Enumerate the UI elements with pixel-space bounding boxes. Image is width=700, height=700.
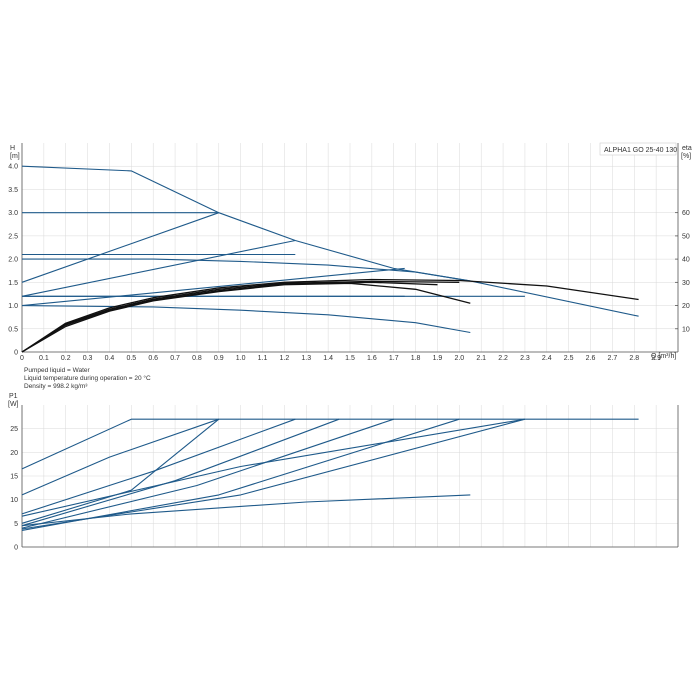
x-tick-label: 1.6 — [367, 355, 377, 362]
y2-tick-label: 50 — [682, 233, 690, 240]
y2-axis-label-eta: eta [%] — [681, 145, 692, 160]
y-tick-label: 0 — [14, 545, 18, 552]
pumped-liquid-info: Pumped liquid = Water Liquid temperature… — [24, 367, 151, 390]
power-chart: 0 5 10 15 20 25 — [10, 405, 679, 552]
efficiency-curve — [21, 280, 460, 353]
ylabel-head-line-2: [m] — [10, 153, 20, 160]
x-tick-label: 2.3 — [520, 355, 530, 362]
x-tick-label: 0.1 — [39, 355, 49, 362]
x-tick-label: 1.8 — [411, 355, 421, 362]
x-tick-label: 2.7 — [608, 355, 618, 362]
x-tick-label: 2.4 — [542, 355, 552, 362]
x-tick-label: 2.9 — [651, 355, 661, 362]
y-tick-label: 10 — [10, 497, 18, 504]
y-tick-label: 1.0 — [8, 303, 18, 310]
x-tick-label: 1.5 — [345, 355, 355, 362]
power-curve — [21, 418, 340, 527]
y2-tick-label: 20 — [682, 303, 690, 310]
ylabel-eta-line-1: eta — [682, 145, 692, 152]
y-tick-label: 2.5 — [8, 233, 18, 240]
power-curve — [21, 418, 220, 524]
efficiency-curve — [21, 281, 438, 353]
power-curve — [21, 418, 219, 496]
x-tick-label: 0.7 — [170, 355, 180, 362]
ylabel-head-line-1: H — [10, 145, 15, 152]
efficiency-curve — [21, 282, 471, 353]
x-tick-label: 0.9 — [214, 355, 224, 362]
power-curve — [21, 418, 525, 517]
x-tick-label: 1.1 — [258, 355, 268, 362]
y2-tick-label: 40 — [682, 257, 690, 264]
x-tick-label: 2.0 — [454, 355, 464, 362]
y-tick-label: 25 — [10, 426, 18, 433]
head-curve — [22, 258, 471, 282]
head-chart: 0 0.1 0.2 0.3 0.4 0.5 0.6 0.7 0.8 0.9 1.0 1.1 1.2 1.3… — [8, 143, 690, 362]
x-axis-label-q: Q [m³/h] — [651, 353, 676, 360]
y-tick-label: 5 — [14, 521, 18, 528]
power-curve — [21, 418, 296, 515]
x-tick-label: 0.4 — [105, 355, 115, 362]
power-curve — [21, 418, 394, 529]
x-tick-label: 1.0 — [236, 355, 246, 362]
x-tick-label: 2.1 — [476, 355, 486, 362]
y-tick-label: 20 — [10, 450, 18, 457]
power-curve — [21, 418, 639, 470]
info-density: Density = 998.2 kg/m³ — [24, 383, 88, 390]
ylabel-eta-line-2: [%] — [681, 153, 691, 160]
y-tick-label: 15 — [10, 474, 18, 481]
chart-title-box: ALPHA1 GO 25-40 130 — [599, 142, 677, 156]
ylabel-power-line-1: P1 — [9, 393, 18, 400]
power-curve — [21, 494, 471, 527]
x-tick-label: 0.6 — [148, 355, 158, 362]
y-tick-label: 4.0 — [8, 164, 18, 171]
y-axis-label-power: P1 [W] — [8, 393, 19, 408]
y-tick-label: 3.0 — [8, 210, 18, 217]
y-tick-label: 0 — [14, 350, 18, 357]
y-tick-label: 0.5 — [8, 326, 18, 333]
x-tick-label: 2.5 — [564, 355, 574, 362]
x-tick-label: 1.2 — [280, 355, 290, 362]
info-temperature: Liquid temperature during operation = 20… — [24, 374, 151, 382]
head-curve — [21, 239, 296, 297]
efficiency-curve — [21, 278, 639, 353]
y2-tick-label: 60 — [682, 210, 690, 217]
x-tick-label: 1.9 — [433, 355, 443, 362]
head-curve — [21, 305, 471, 334]
head-curve — [21, 165, 639, 317]
x-tick-label: 0.8 — [192, 355, 202, 362]
head-curve — [21, 267, 405, 307]
ylabel-power-line-2: [W] — [8, 401, 19, 408]
y-axis-label-head: H [m] — [10, 145, 20, 160]
head-curve — [21, 212, 219, 283]
x-tick-label: 0.5 — [126, 355, 136, 362]
x-tick-label: 2.6 — [586, 355, 596, 362]
x-tick-label: 2.8 — [629, 355, 639, 362]
y2-tick-label: 30 — [682, 280, 690, 287]
x-tick-label: 0.3 — [83, 355, 93, 362]
x-tick-label: 1.7 — [389, 355, 399, 362]
info-liquid: Pumped liquid = Water — [24, 367, 91, 374]
power-curve — [21, 418, 526, 530]
x-tick-label: 1.4 — [323, 355, 333, 362]
y-tick-label: 3.5 — [8, 187, 18, 194]
x-tick-label: 2.2 — [498, 355, 508, 362]
y-tick-label: 1.5 — [8, 280, 18, 287]
y2-tick-label: 10 — [682, 326, 690, 333]
y-tick-label: 2.0 — [8, 257, 18, 264]
x-tick-label: 0.2 — [61, 355, 71, 362]
x-tick-label: 0 — [20, 355, 24, 362]
x-tick-label: 1.3 — [301, 355, 311, 362]
chart-title: ALPHA1 GO 25-40 130 — [604, 147, 677, 154]
